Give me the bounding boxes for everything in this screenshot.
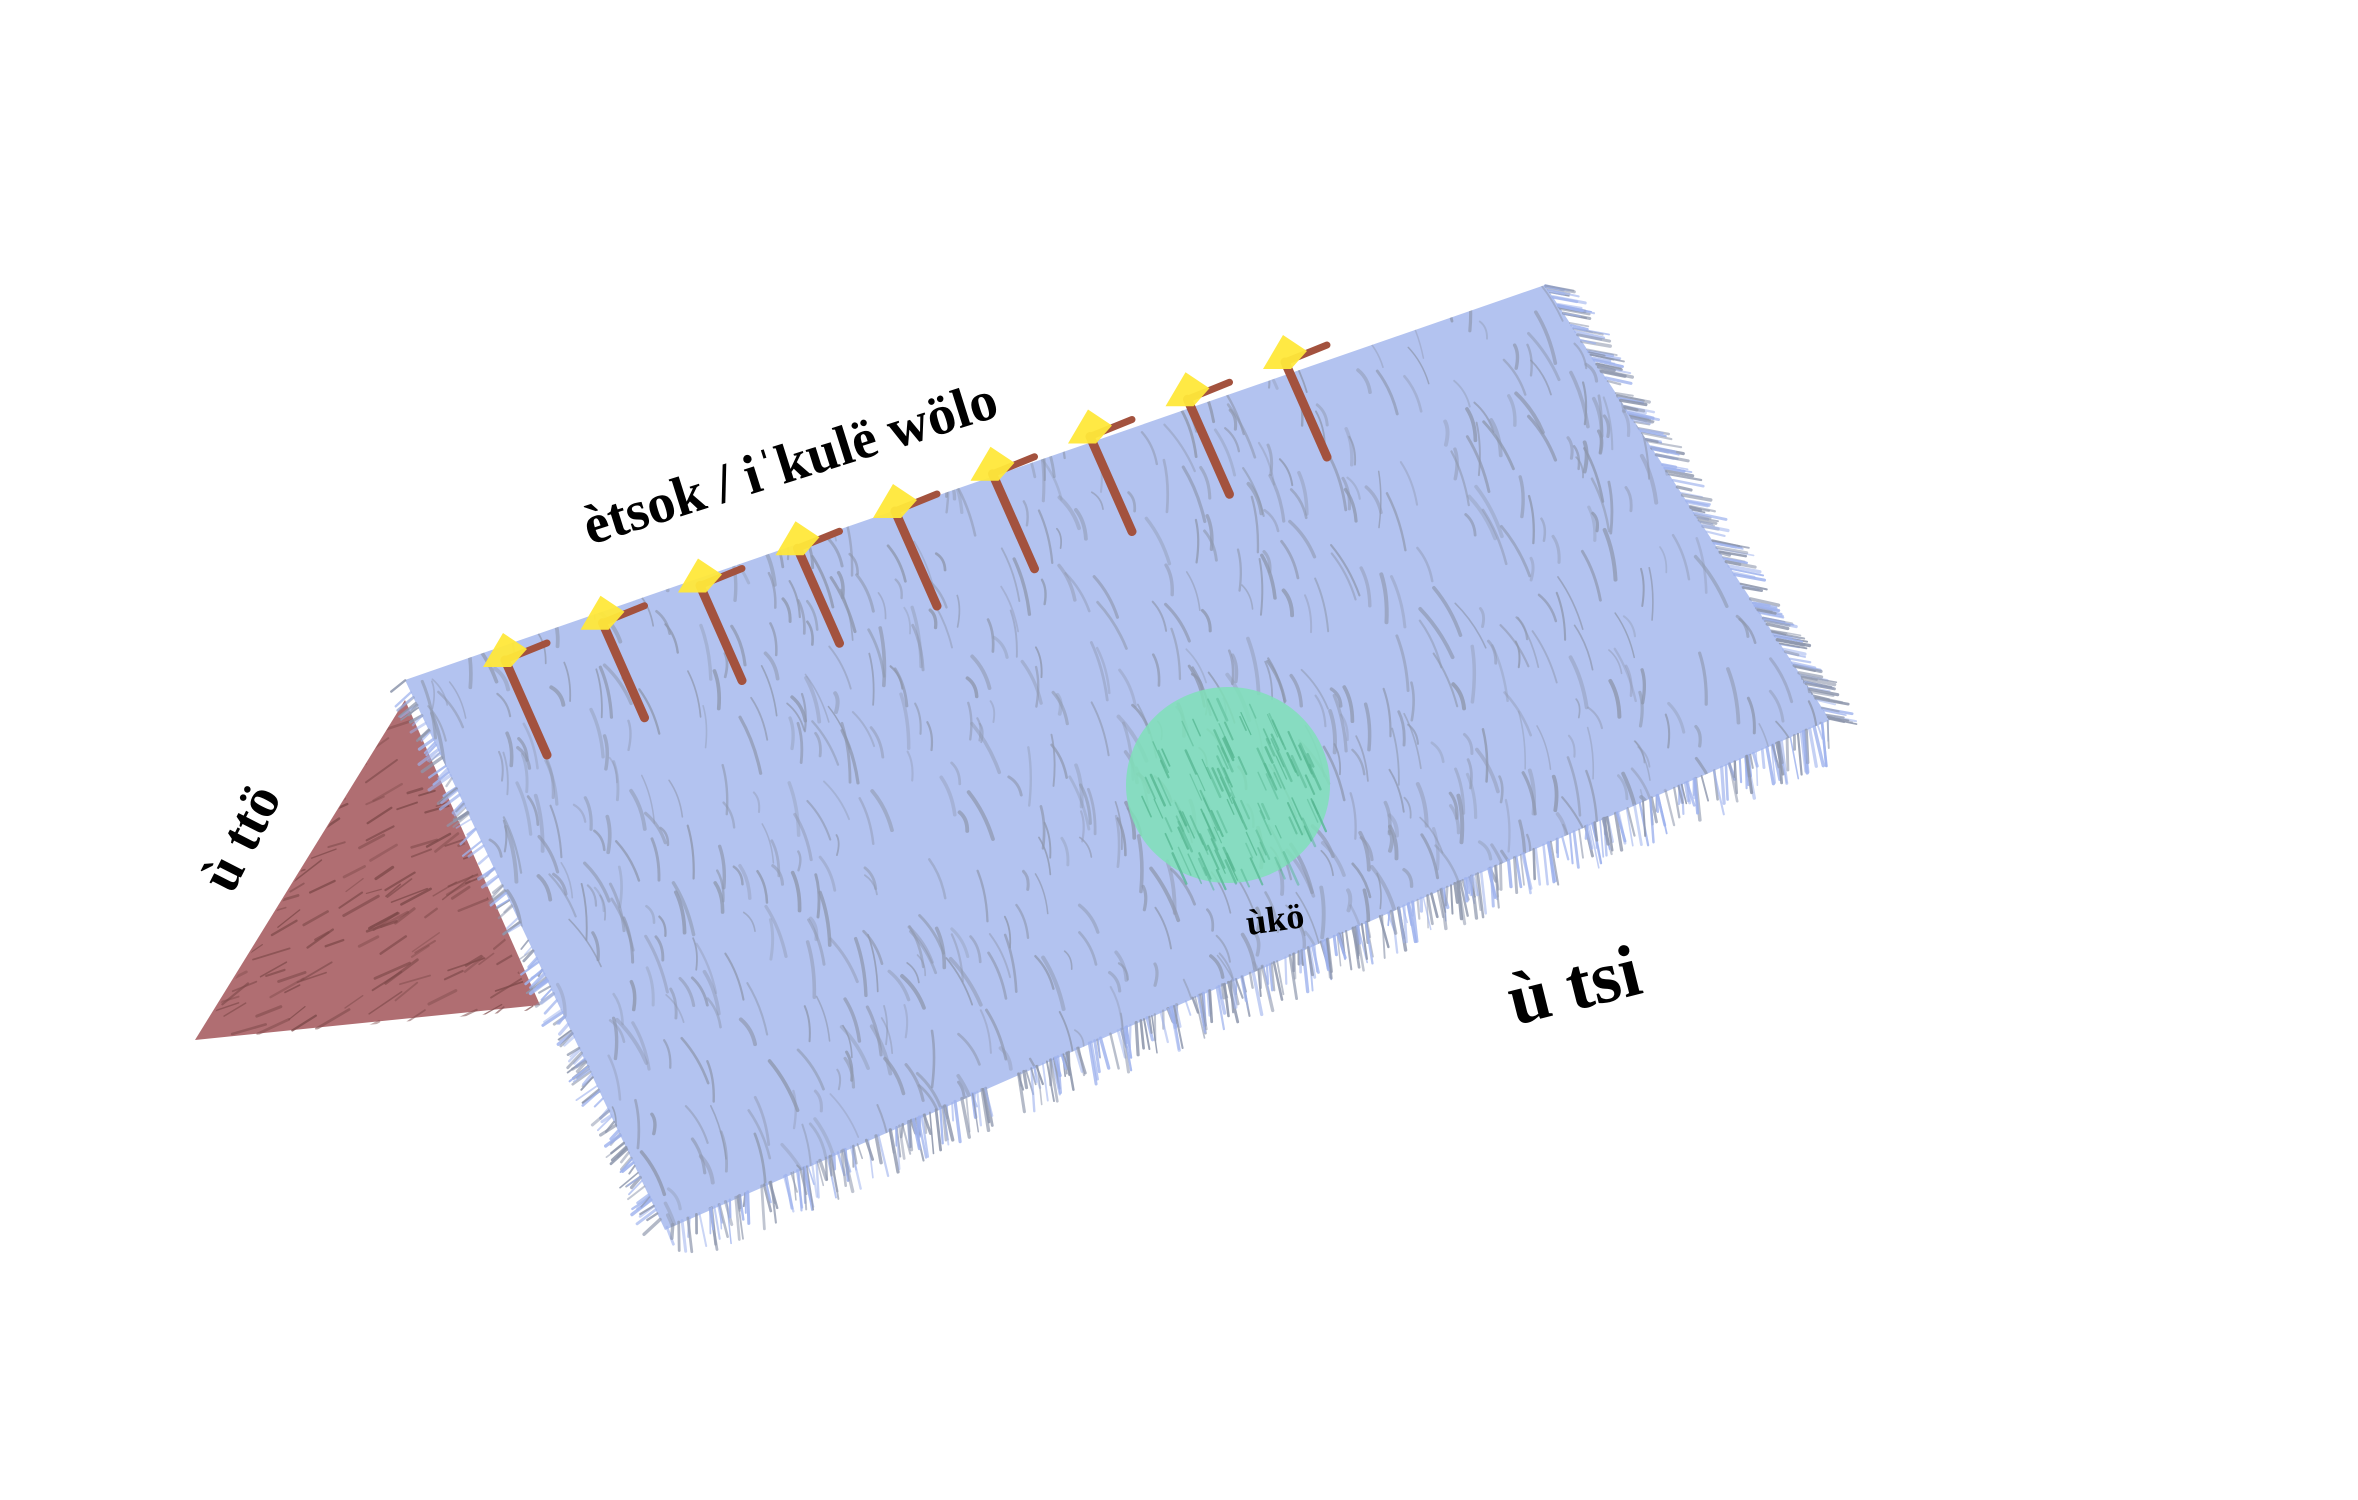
ridge-peg [1165,372,1234,499]
roof-thatch [405,285,1830,1230]
gable-label: ù ttö [188,774,293,901]
ridge-pegs [483,335,1332,760]
ridge-peg [483,633,552,760]
ridge-peg [580,595,649,723]
ridge-peg [970,446,1039,574]
ridge-peg [775,521,844,648]
roof-label: ù tsi [1499,930,1649,1042]
roof-slope [390,284,1858,1254]
ridge-peg [1263,335,1332,462]
ridge-peg [1068,409,1137,537]
patch-label: ùkö [1244,895,1307,943]
green-patch-strokes [1141,697,1328,891]
ridge-peg [873,484,942,611]
gable-thatch [195,700,540,1040]
roof-fringe [390,284,1858,1254]
ridge-peg [678,558,747,686]
